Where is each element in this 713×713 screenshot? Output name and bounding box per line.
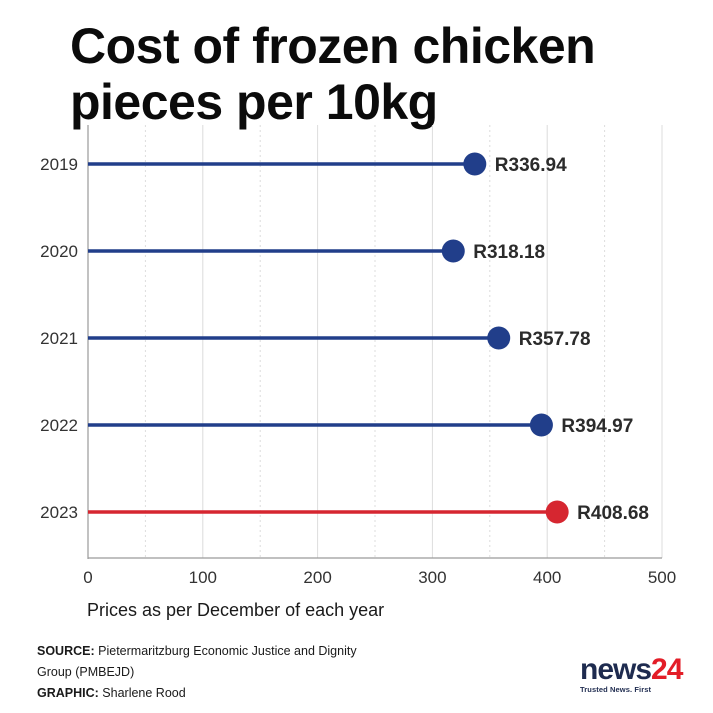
y-category-label: 2020 <box>40 242 78 261</box>
x-tick-label: 300 <box>418 568 446 587</box>
lollipop-dot <box>529 413 553 437</box>
x-tick-label: 400 <box>533 568 561 587</box>
x-tick-label: 0 <box>83 568 92 587</box>
footer-credits: SOURCE: Pietermaritzburg Economic Justic… <box>37 641 367 704</box>
lollipop-dot <box>441 239 465 263</box>
chart-title: Cost of frozen chicken pieces per 10kg <box>70 18 596 130</box>
lollipop-dot <box>545 500 569 524</box>
x-tick-label: 500 <box>648 568 676 587</box>
x-tick-label: 100 <box>189 568 217 587</box>
source-text: Pietermaritzburg Economic Justice and Di… <box>37 644 357 679</box>
data-value-label: R394.97 <box>561 416 633 437</box>
logo-tagline: Trusted News. First <box>580 685 652 694</box>
graphic-text: Sharlene Rood <box>98 686 186 700</box>
graphic-line: GRAPHIC: Sharlene Rood <box>37 683 367 704</box>
y-category-label: 2019 <box>40 155 78 174</box>
news24-logo: news24 Trusted News. First <box>580 653 690 695</box>
logo-wordmark: news24 <box>580 653 683 686</box>
x-axis-caption: Prices as per December of each year <box>87 600 385 620</box>
y-category-label: 2022 <box>40 416 78 435</box>
data-marks: 2019 R336.94 2020 R318.18 2021 R357.78 2022 R39… <box>40 152 649 524</box>
data-value-label: R318.18 <box>473 242 545 263</box>
x-axis: 0 100 200 300 400 500 <box>83 125 676 587</box>
data-value-label: R336.94 <box>495 155 567 176</box>
source-label: SOURCE: <box>37 644 95 658</box>
lollipop-dot <box>463 152 487 176</box>
x-tick-label: 200 <box>303 568 331 587</box>
data-value-label: R357.78 <box>519 329 591 350</box>
data-value-label: R408.68 <box>577 503 649 524</box>
y-category-label: 2021 <box>40 329 78 348</box>
graphic-label: GRAPHIC: <box>37 686 99 700</box>
lollipop-dot <box>487 326 511 350</box>
source-line: SOURCE: Pietermaritzburg Economic Justic… <box>37 641 367 683</box>
y-category-label: 2023 <box>40 503 78 522</box>
